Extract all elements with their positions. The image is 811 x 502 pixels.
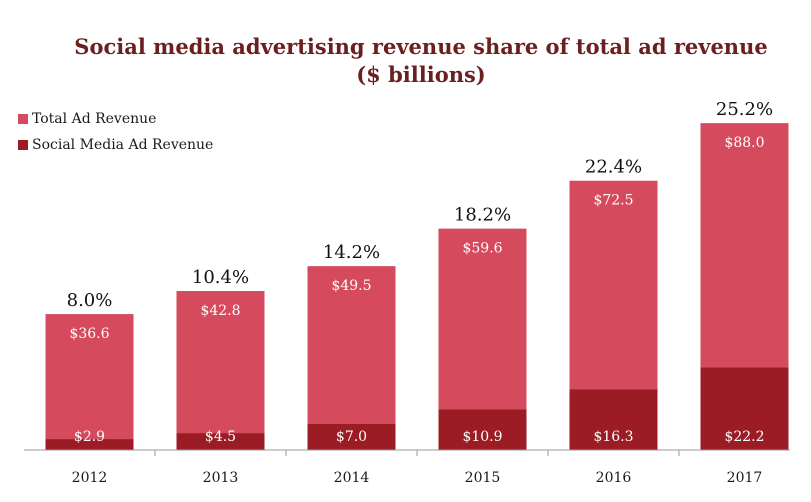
x-tick-label: 2014 xyxy=(334,470,370,486)
x-axis-ticks: 2012 2013 2014 2015 2016 2017 xyxy=(72,450,763,486)
bar-total-2013 xyxy=(176,291,265,450)
legend: Total Ad Revenue Social Media Ad Revenue xyxy=(18,111,213,153)
share-label: 22.4% xyxy=(585,157,642,178)
total-value-label: $49.5 xyxy=(331,278,371,294)
bar-social-2015 xyxy=(438,409,527,450)
bar-social-2012 xyxy=(45,439,134,450)
legend-swatch-total-ad-revenue xyxy=(18,114,28,124)
social-value-label: $7.0 xyxy=(336,429,367,445)
legend-label-social-media-ad-revenue: Social Media Ad Revenue xyxy=(32,137,213,153)
x-tick-label: 2017 xyxy=(727,470,763,486)
social-value-label: $2.9 xyxy=(74,429,105,445)
value-labels-group: 8.0% $36.6 $2.9 10.4% $42.8 $4.5 14.2% $49.5 $7.… xyxy=(67,99,773,445)
share-label: 18.2% xyxy=(454,205,511,226)
legend-label-total-ad-revenue: Total Ad Revenue xyxy=(32,111,156,127)
total-value-label: $59.6 xyxy=(462,241,502,257)
bar-social-2016 xyxy=(569,389,658,450)
chart-subtitle: ($ billions) xyxy=(356,62,486,87)
bar-total-2014 xyxy=(307,266,396,450)
x-tick-label: 2016 xyxy=(596,470,632,486)
x-tick-label: 2013 xyxy=(203,470,239,486)
bars-group xyxy=(45,123,789,451)
bar-total-2012 xyxy=(45,314,134,450)
x-tick-label: 2012 xyxy=(72,470,108,486)
share-label: 8.0% xyxy=(67,290,113,311)
share-label: 14.2% xyxy=(323,242,380,263)
social-value-label: $10.9 xyxy=(462,429,502,445)
total-value-label: $72.5 xyxy=(593,193,633,209)
total-value-label: $42.8 xyxy=(200,303,240,319)
chart-title: Social media advertising revenue share o… xyxy=(74,34,767,59)
share-label: 10.4% xyxy=(192,267,249,288)
social-value-label: $22.2 xyxy=(724,429,764,445)
social-value-label: $4.5 xyxy=(205,429,236,445)
bar-social-2013 xyxy=(176,433,265,450)
social-value-label: $16.3 xyxy=(593,429,633,445)
bar-social-2014 xyxy=(307,424,396,450)
total-value-label: $88.0 xyxy=(724,135,764,151)
total-value-label: $36.6 xyxy=(69,326,109,342)
bar-social-2017 xyxy=(700,367,789,450)
legend-swatch-social-media-ad-revenue xyxy=(18,140,28,150)
share-label: 25.2% xyxy=(716,99,773,120)
x-tick-label: 2015 xyxy=(465,470,501,486)
